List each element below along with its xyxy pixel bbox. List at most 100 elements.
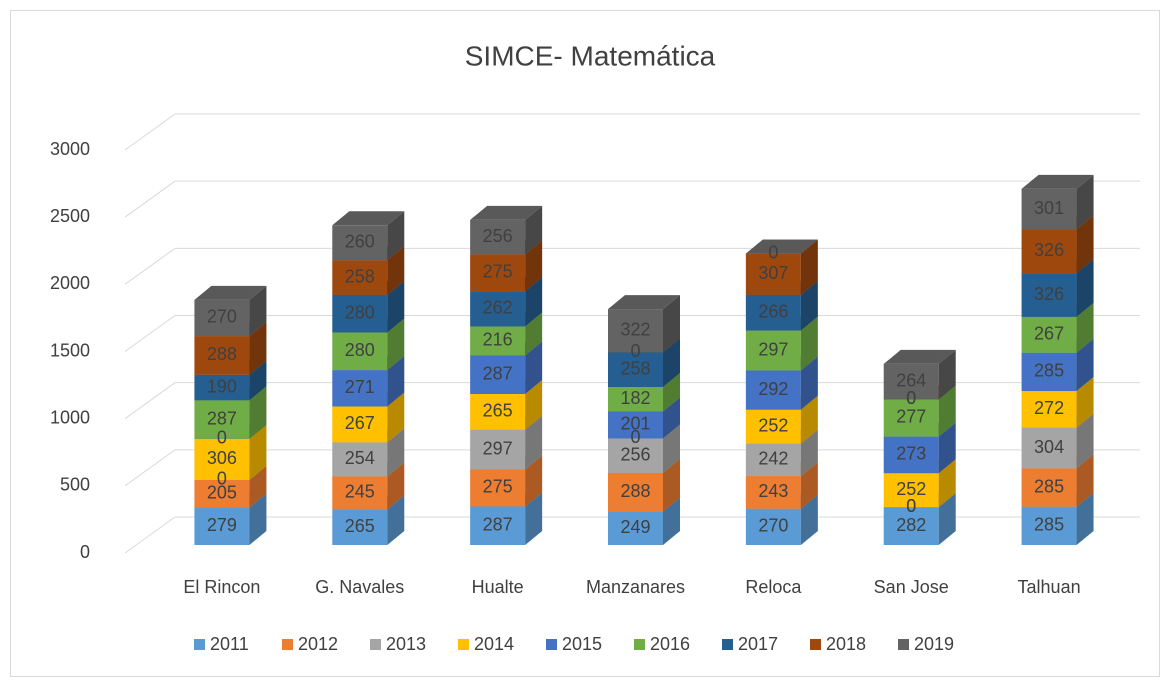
bar-front — [608, 387, 663, 412]
bar-front — [883, 507, 939, 545]
bar-side — [249, 493, 267, 545]
grid-line — [124, 382, 1140, 420]
data-label: 205 — [207, 483, 237, 503]
bar-segment — [332, 211, 405, 261]
bar-side — [800, 462, 818, 509]
bar-front — [470, 394, 526, 430]
bar-side — [800, 494, 818, 545]
data-label: 254 — [345, 448, 375, 468]
bar-side — [663, 397, 680, 439]
bar-side — [800, 316, 818, 371]
data-label: 0 — [768, 242, 778, 262]
grid-line — [124, 113, 1140, 151]
data-label: 292 — [758, 379, 788, 399]
bar-side — [249, 424, 267, 480]
bar-side — [249, 360, 267, 401]
data-label: 280 — [345, 340, 375, 360]
bar-side — [249, 386, 267, 439]
bar-front — [745, 443, 801, 477]
data-label: 285 — [1034, 476, 1064, 496]
bar-front — [470, 254, 526, 292]
bar-side — [525, 492, 543, 545]
bar-front — [194, 507, 250, 545]
bar-front — [470, 429, 526, 470]
bar-side — [525, 312, 543, 356]
data-label: 270 — [758, 516, 788, 536]
y-tick-label: 0 — [80, 542, 90, 562]
legend-swatch — [546, 639, 557, 650]
data-label: 249 — [620, 517, 650, 537]
bar-front — [745, 330, 801, 371]
bar-side — [1076, 259, 1094, 317]
y-tick-label: 2000 — [50, 273, 90, 293]
bar-side — [1076, 413, 1094, 469]
data-label: 262 — [483, 298, 513, 318]
data-label: 243 — [758, 481, 788, 501]
bar-front — [332, 476, 388, 510]
x-tick-label: Manzanares — [586, 577, 685, 597]
x-tick-label: G. Navales — [315, 577, 404, 597]
bar-side — [663, 373, 680, 412]
data-label: 271 — [345, 377, 375, 397]
bar-front — [1021, 427, 1077, 469]
data-label: 0 — [217, 428, 227, 448]
bar-side — [663, 295, 680, 353]
legend-label: 2012 — [298, 634, 338, 654]
data-label: 266 — [758, 301, 788, 321]
data-label: 287 — [207, 408, 237, 428]
bar-side — [387, 462, 405, 510]
data-label: 252 — [896, 479, 926, 499]
bar-side — [1076, 377, 1094, 428]
bar-front — [745, 294, 801, 331]
bar-side — [938, 422, 956, 474]
data-label: 285 — [1034, 361, 1064, 381]
bar-front — [332, 225, 388, 261]
bar-front — [608, 309, 663, 353]
bar-side — [1076, 338, 1094, 392]
bar-side — [249, 285, 267, 337]
bar-front — [470, 219, 526, 255]
grid-line — [124, 516, 1140, 554]
data-label: 182 — [620, 388, 650, 408]
legend-swatch — [722, 639, 733, 650]
data-label: 0 — [906, 496, 916, 516]
bar-side — [525, 341, 543, 395]
y-tick-label: 2500 — [50, 206, 90, 226]
legend-swatch — [370, 639, 381, 650]
bar-segment — [470, 205, 543, 255]
bar-front — [608, 511, 663, 545]
grid-line — [124, 180, 1140, 218]
data-label: 242 — [758, 449, 788, 469]
data-label: 0 — [630, 427, 640, 447]
bar-side — [938, 493, 956, 545]
x-tick-label: El Rincon — [183, 577, 260, 597]
bar-side — [1076, 302, 1094, 353]
data-label: 326 — [1034, 240, 1064, 260]
bar-side — [938, 349, 956, 400]
bar-front — [332, 294, 388, 333]
data-label: 297 — [758, 339, 788, 359]
bar-side — [387, 428, 405, 477]
bar-segment — [745, 239, 818, 254]
bar-front — [470, 355, 526, 395]
data-label: 216 — [483, 330, 513, 350]
bar-front — [883, 399, 939, 437]
data-label: 0 — [906, 388, 916, 408]
data-label: 275 — [483, 262, 513, 282]
x-tick-label: Talhuan — [1018, 577, 1081, 597]
bar-front — [470, 506, 526, 545]
bar-front — [470, 469, 526, 507]
data-label: 272 — [1034, 398, 1064, 418]
bar-front — [608, 411, 663, 439]
bar-front — [745, 253, 801, 295]
bar-front — [332, 406, 388, 443]
data-label: 267 — [345, 413, 375, 433]
grid-line — [124, 247, 1140, 285]
legend-label: 2013 — [386, 634, 426, 654]
bar-side — [387, 211, 405, 261]
bar-side — [249, 322, 267, 375]
grid-line — [124, 449, 1140, 487]
bar-top — [332, 211, 405, 226]
bar-front — [1021, 352, 1077, 392]
bar-front — [194, 438, 250, 480]
